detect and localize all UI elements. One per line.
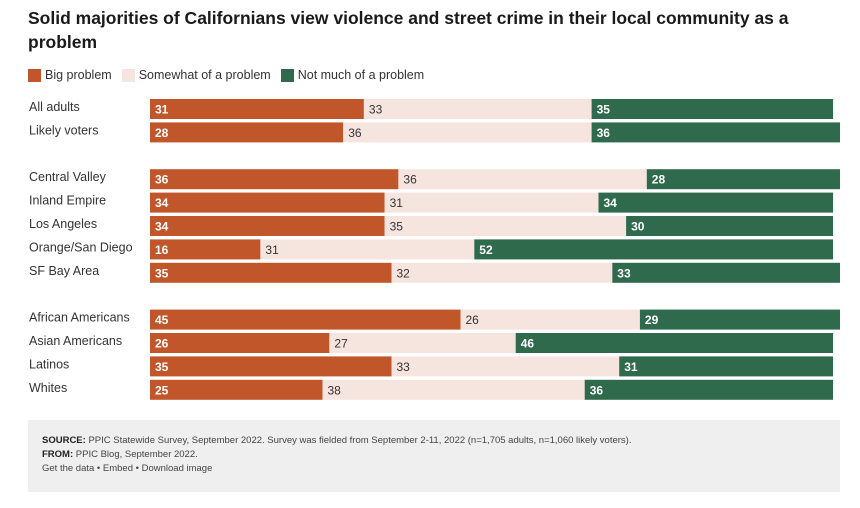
bar-segment[interactable] bbox=[343, 122, 592, 143]
category-label: Central Valley bbox=[29, 170, 107, 184]
data-label: 36 bbox=[155, 173, 169, 187]
legend-item-somewhat: Somewhat of a problem bbox=[121, 68, 271, 82]
legend: Big problem Somewhat of a problem Not mu… bbox=[28, 67, 434, 83]
data-label: 35 bbox=[155, 266, 169, 280]
bar-segment[interactable] bbox=[591, 122, 840, 143]
bar-segment[interactable] bbox=[322, 379, 585, 400]
legend-swatch-somewhat bbox=[121, 68, 135, 82]
data-label: 33 bbox=[397, 360, 411, 374]
category-label: Los Angeles bbox=[29, 217, 97, 231]
data-label: 52 bbox=[479, 243, 493, 257]
data-label: 34 bbox=[155, 196, 169, 210]
bar-segment[interactable] bbox=[515, 333, 834, 353]
legend-swatch-big-problem bbox=[28, 68, 41, 82]
bar-segment[interactable] bbox=[619, 356, 834, 377]
data-label: 31 bbox=[390, 196, 404, 210]
bar-segment[interactable] bbox=[626, 216, 834, 236]
chart-title: Solid majorities of Californians view vi… bbox=[28, 8, 789, 52]
data-label: 30 bbox=[631, 220, 645, 234]
bar-segment[interactable] bbox=[384, 216, 627, 236]
bar-segment[interactable] bbox=[460, 309, 640, 330]
from-note: FROM: PPIC Blog, September 2022. bbox=[42, 449, 198, 460]
bar-segment[interactable] bbox=[363, 99, 592, 119]
category-label: Orange/San Diego bbox=[29, 240, 133, 254]
bar-segment[interactable] bbox=[150, 99, 364, 119]
bar-segment[interactable] bbox=[150, 262, 392, 283]
legend-item-not-much: Not much of a problem bbox=[280, 68, 425, 82]
bar-segment[interactable] bbox=[329, 333, 516, 353]
stacked-bar-chart: All adults 31 33 35 Likely voters 28 36 36 Centr… bbox=[29, 99, 840, 400]
legend-label-somewhat: Somewhat of a problem bbox=[138, 68, 271, 82]
bar-segment[interactable] bbox=[391, 262, 613, 283]
data-label: 33 bbox=[617, 266, 631, 280]
bar-segment[interactable] bbox=[150, 333, 330, 353]
data-label: 36 bbox=[590, 383, 604, 397]
data-label: 16 bbox=[155, 243, 169, 257]
data-label: 29 bbox=[645, 313, 659, 327]
data-label: 35 bbox=[390, 220, 404, 234]
bar-segment[interactable] bbox=[612, 262, 840, 283]
category-label: Asian Americans bbox=[29, 334, 122, 348]
category-label: SF Bay Area bbox=[29, 264, 99, 278]
data-label: 27 bbox=[334, 337, 348, 351]
bar-segment[interactable] bbox=[584, 379, 834, 400]
bar-segment[interactable] bbox=[150, 122, 344, 143]
data-label: 26 bbox=[466, 313, 480, 327]
data-label: 35 bbox=[597, 103, 611, 117]
category-label: Whites bbox=[29, 381, 67, 395]
data-label: 31 bbox=[265, 243, 279, 257]
bar-segment[interactable] bbox=[150, 169, 399, 190]
data-label: 28 bbox=[155, 126, 169, 140]
category-label: African Americans bbox=[29, 311, 130, 325]
bar-segment[interactable] bbox=[384, 192, 599, 213]
footer: SOURCE: PPIC Statewide Survey, September… bbox=[28, 420, 840, 492]
bar-segment[interactable] bbox=[150, 356, 392, 377]
bar-segment[interactable] bbox=[646, 169, 840, 190]
bar-segment[interactable] bbox=[474, 239, 834, 260]
bar-segment[interactable] bbox=[150, 239, 261, 260]
bar-segment[interactable] bbox=[391, 356, 620, 377]
bar-segment[interactable] bbox=[260, 239, 475, 260]
bar-segment[interactable] bbox=[150, 192, 385, 213]
legend-item-big-problem: Big problem bbox=[28, 68, 112, 82]
data-label: 32 bbox=[397, 266, 411, 280]
bar-segment[interactable] bbox=[150, 379, 323, 400]
data-label: 31 bbox=[624, 360, 638, 374]
data-label: 36 bbox=[597, 126, 611, 140]
footer-links[interactable]: Get the data • Embed • Download image bbox=[42, 463, 213, 474]
source-note: SOURCE: PPIC Statewide Survey, September… bbox=[42, 435, 632, 446]
category-label: Inland Empire bbox=[29, 194, 106, 208]
data-label: 35 bbox=[155, 360, 169, 374]
category-label: Latinos bbox=[29, 357, 69, 371]
legend-label-not-much: Not much of a problem bbox=[297, 68, 425, 82]
data-label: 34 bbox=[604, 196, 618, 210]
data-label: 34 bbox=[155, 220, 169, 234]
bar-segment[interactable] bbox=[150, 309, 461, 330]
bar-segment[interactable] bbox=[591, 99, 834, 119]
data-label: 25 bbox=[155, 383, 169, 397]
bar-segment[interactable] bbox=[398, 169, 647, 190]
data-label: 36 bbox=[403, 173, 417, 187]
data-label: 28 bbox=[652, 173, 666, 187]
bar-segment[interactable] bbox=[598, 192, 834, 213]
data-label: 33 bbox=[369, 103, 383, 117]
category-label: Likely voters bbox=[29, 123, 98, 137]
data-label: 31 bbox=[155, 103, 169, 117]
data-label: 26 bbox=[155, 337, 169, 351]
bar-segment[interactable] bbox=[150, 216, 385, 236]
data-label: 46 bbox=[521, 337, 535, 351]
category-label: All adults bbox=[29, 100, 80, 114]
data-label: 38 bbox=[328, 383, 342, 397]
bar-segment[interactable] bbox=[639, 309, 840, 330]
legend-swatch-not-much bbox=[280, 68, 294, 82]
data-label: 45 bbox=[155, 313, 169, 327]
legend-label-big-problem: Big problem bbox=[45, 68, 112, 82]
data-label: 36 bbox=[348, 126, 362, 140]
